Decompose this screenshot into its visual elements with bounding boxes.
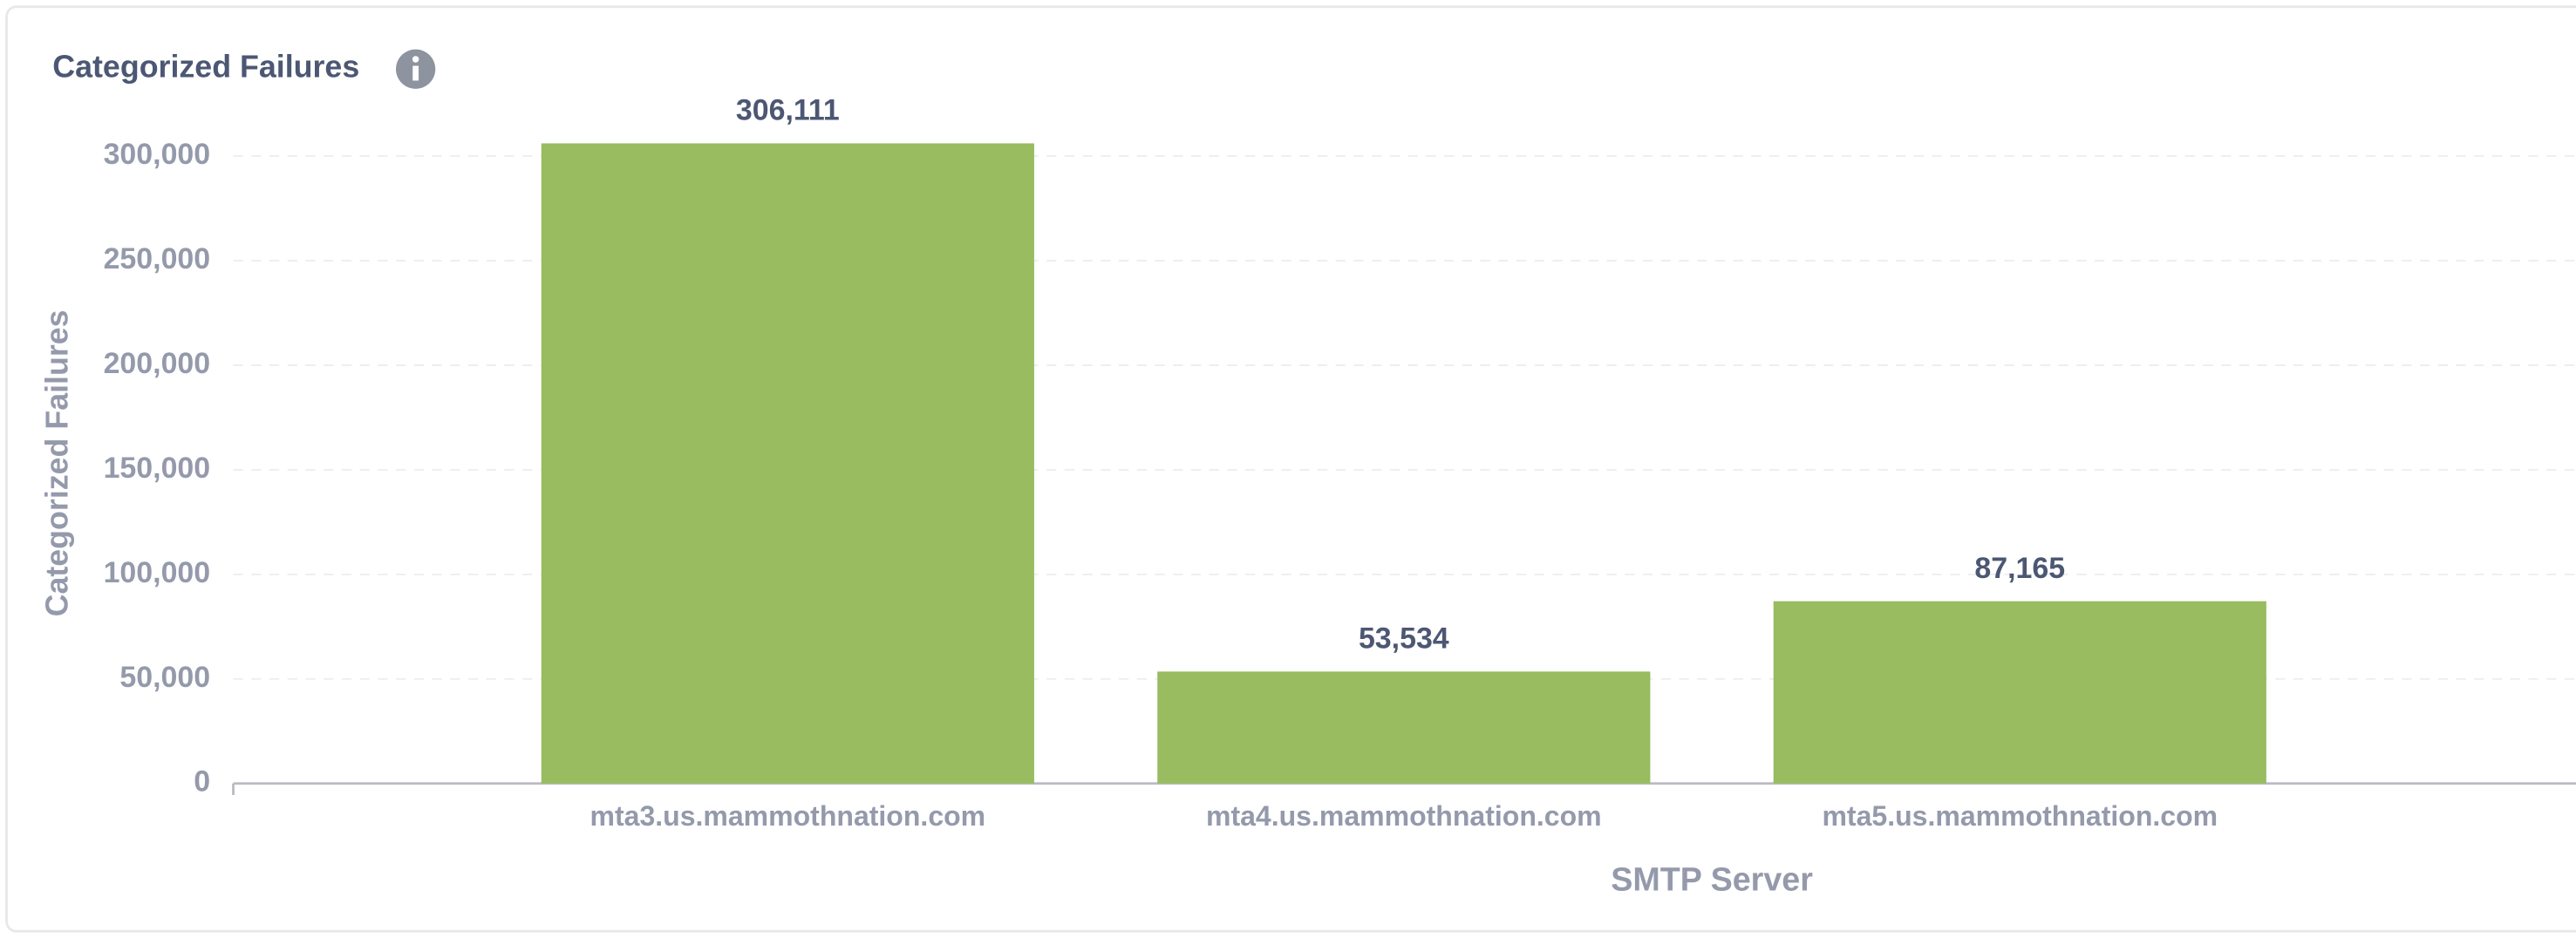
y-tick-label: 100,000 [104,556,211,589]
bar [1157,671,1651,784]
value-label: 53,534 [1359,622,1449,656]
x-tick-label: mta5.us.mammothnation.com [1822,800,2218,832]
y-tick-label: 200,000 [104,347,211,380]
y-tick-label: 250,000 [104,242,211,275]
x-axis-title: SMTP Server [1611,861,1813,898]
y-tick-label: 50,000 [119,661,210,694]
info-icon[interactable] [396,49,436,89]
y-tick-label: 300,000 [104,138,211,171]
bar [541,143,1034,784]
value-label: 87,165 [1974,552,2065,585]
y-tick-label: 150,000 [104,452,211,485]
y-tick-label: 0 [194,765,210,799]
bar [1773,601,2266,784]
x-tick-label: mta3.us.mammothnation.com [590,800,986,832]
value-label: 306,111 [736,94,840,127]
x-tick-label: mta4.us.mammothnation.com [1206,800,1602,832]
y-axis-title: Categorized Failures [39,309,74,616]
chart-title: Categorized Failures [52,50,359,85]
